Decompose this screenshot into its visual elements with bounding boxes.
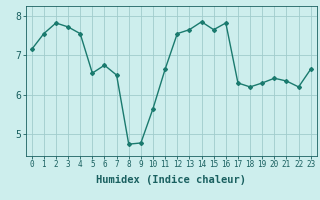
X-axis label: Humidex (Indice chaleur): Humidex (Indice chaleur)	[96, 175, 246, 185]
